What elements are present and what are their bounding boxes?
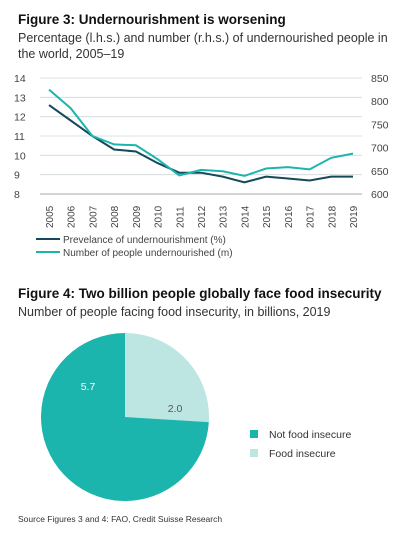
pie-value-label: 5.7 [81, 381, 96, 393]
pie-slice [125, 333, 209, 423]
y-right-tick-label: 800 [371, 96, 389, 108]
legend-label: Number of people undernourished (m) [63, 248, 233, 259]
legend-swatch [250, 449, 258, 457]
pie-value-label: 2.0 [168, 403, 183, 415]
x-tick-label: 2012 [197, 205, 208, 228]
pie-chart: 2.0 5.7 Not food insecure Food insecure [40, 333, 351, 501]
legend-label: Prevelance of undernourishment (%) [63, 235, 226, 246]
y-left-tick-label: 13 [14, 92, 26, 104]
x-tick-label: 2005 [45, 205, 56, 228]
y-right-tick-label: 600 [371, 189, 389, 201]
x-tick-label: 2015 [262, 205, 273, 228]
x-tick-label: 2011 [175, 206, 186, 228]
y-left-tick-label: 8 [14, 189, 20, 201]
figure-4: Figure 4: Two billion people globally fa… [18, 286, 398, 320]
x-tick-label: 2006 [67, 205, 78, 228]
x-tick-label: 2013 [219, 205, 230, 228]
y-left-tick-label: 10 [14, 150, 26, 162]
figure-4-subtitle: Number of people facing food insecurity,… [18, 305, 331, 319]
x-tick-label: 2010 [154, 205, 165, 228]
figure-3-title: Figure 3: Undernourishment is worsening [18, 12, 286, 27]
y-left-tick-label: 11 [14, 131, 25, 143]
y-left-tick-label: 14 [14, 73, 26, 85]
x-tick-label: 2017 [306, 205, 317, 228]
y-right-tick-label: 700 [371, 143, 389, 155]
figure-3-subtitle: Percentage (l.h.s.) and number (r.h.s.) … [18, 31, 388, 61]
series-line [48, 104, 353, 184]
pie-slice [40, 333, 209, 501]
y-right-tick-label: 850 [371, 73, 389, 85]
x-tick-label: 2019 [349, 205, 360, 228]
y-left-tick-label: 9 [14, 170, 20, 182]
legend-label: Not food insecure [269, 429, 351, 441]
line-chart: 8 9 10 11 12 13 14 600 650 700 750 800 850 2005 2006 20… [14, 73, 389, 259]
x-tick-label: 2016 [284, 205, 295, 228]
x-tick-label: 2014 [240, 205, 251, 228]
figure-3: Figure 3: Undernourishment is worsening … [18, 12, 398, 62]
series-line [48, 88, 354, 177]
legend-swatch [250, 430, 258, 438]
figure-4-title: Figure 4: Two billion people globally fa… [18, 286, 382, 301]
y-right-tick-label: 750 [371, 119, 389, 131]
x-tick-label: 2009 [132, 205, 143, 228]
x-tick-label: 2008 [110, 205, 121, 228]
y-right-tick-label: 650 [371, 166, 389, 178]
source-note: Source Figures 3 and 4: FAO, Credit Suis… [18, 514, 223, 524]
x-tick-label: 2018 [327, 205, 338, 228]
y-left-tick-label: 12 [14, 112, 26, 124]
x-tick-label: 2007 [88, 205, 99, 228]
legend-label: Food insecure [269, 448, 336, 460]
